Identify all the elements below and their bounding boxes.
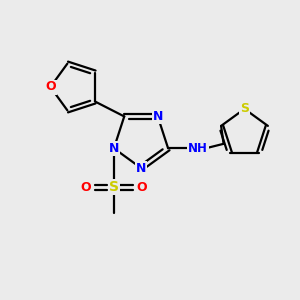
- Text: N: N: [136, 161, 146, 175]
- Text: O: O: [136, 181, 147, 194]
- Text: O: O: [45, 80, 56, 94]
- Text: S: S: [109, 180, 119, 194]
- Text: N: N: [109, 142, 119, 155]
- Text: N: N: [153, 110, 163, 123]
- Text: S: S: [240, 102, 249, 116]
- Text: O: O: [81, 181, 91, 194]
- Text: NH: NH: [188, 142, 208, 155]
